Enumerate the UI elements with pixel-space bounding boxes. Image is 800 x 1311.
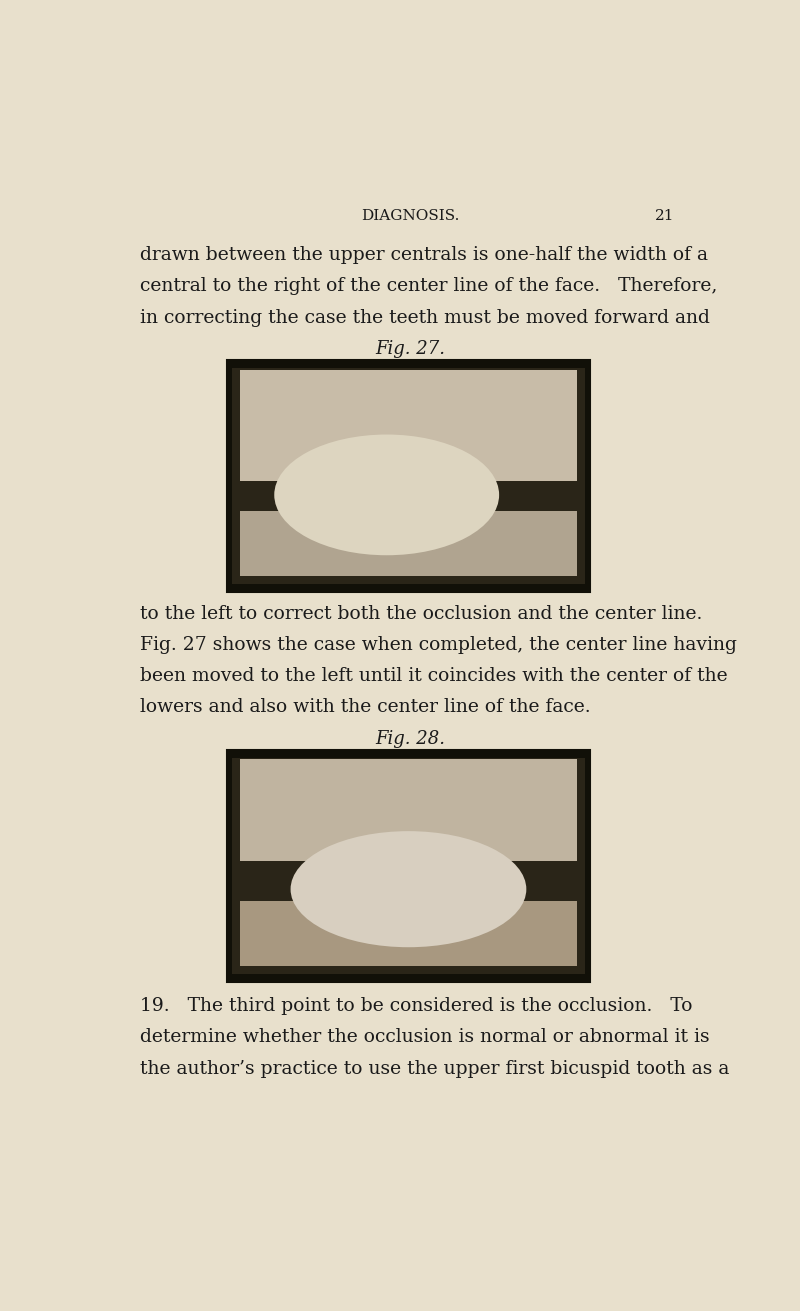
Text: central to the right of the center line of the face.   Therefore,: central to the right of the center line … — [140, 278, 718, 295]
Text: drawn between the upper centrals is one-half the width of a: drawn between the upper centrals is one-… — [140, 246, 708, 264]
Text: been moved to the left until it coincides with the center of the: been moved to the left until it coincide… — [140, 667, 728, 686]
Bar — [232, 758, 585, 974]
Text: DIAGNOSIS.: DIAGNOSIS. — [361, 208, 459, 223]
Bar — [239, 370, 578, 481]
Text: Fig. 27 shows the case when completed, the center line having: Fig. 27 shows the case when completed, t… — [140, 636, 737, 654]
Bar — [227, 361, 590, 593]
Ellipse shape — [274, 434, 499, 556]
Text: 19.   The third point to be considered is the occlusion.   To: 19. The third point to be considered is … — [140, 998, 693, 1015]
Text: Fig. 28.: Fig. 28. — [375, 730, 445, 747]
Bar — [232, 368, 585, 585]
Text: Fig. 27.: Fig. 27. — [375, 340, 445, 358]
Bar — [227, 750, 590, 982]
Text: the author’s practice to use the upper first bicuspid tooth as a: the author’s practice to use the upper f… — [140, 1059, 730, 1078]
Text: to the left to correct both the occlusion and the center line.: to the left to correct both the occlusio… — [140, 604, 702, 623]
Bar — [239, 759, 578, 861]
Bar — [239, 511, 578, 577]
Text: determine whether the occlusion is normal or abnormal it is: determine whether the occlusion is norma… — [140, 1029, 710, 1046]
Text: 21: 21 — [654, 208, 674, 223]
Text: lowers and also with the center line of the face.: lowers and also with the center line of … — [140, 699, 591, 716]
Ellipse shape — [290, 831, 526, 948]
Text: in correcting the case the teeth must be moved forward and: in correcting the case the teeth must be… — [140, 308, 710, 326]
Bar — [239, 901, 578, 966]
